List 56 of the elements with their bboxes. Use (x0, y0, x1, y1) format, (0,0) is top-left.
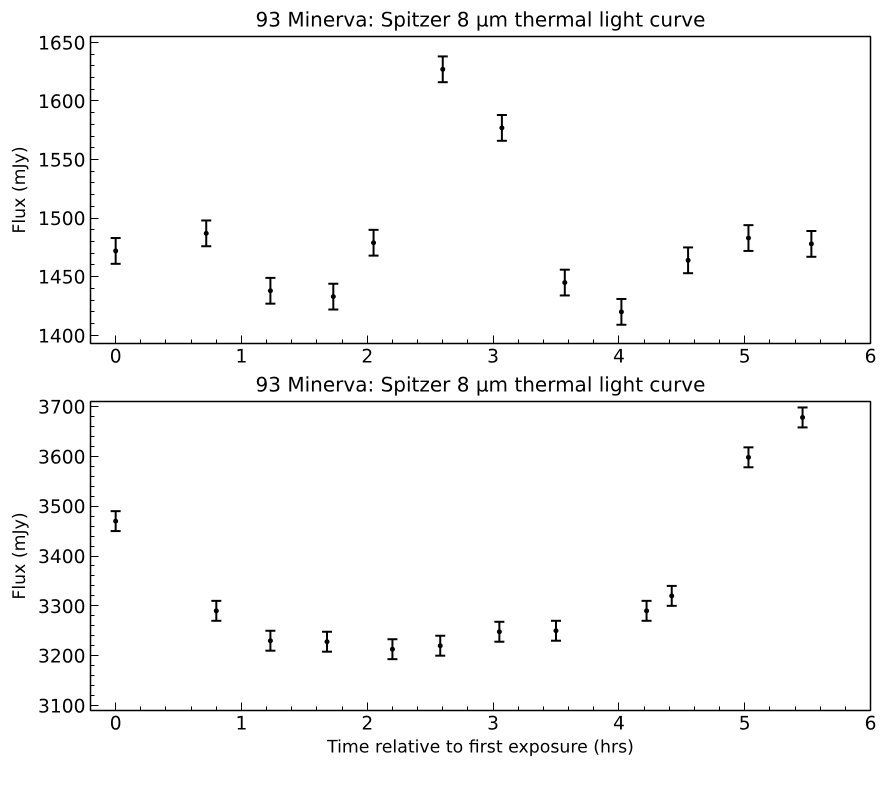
x-tick-label: 6 (864, 714, 876, 734)
point (808, 241, 814, 246)
point (113, 518, 118, 524)
y-tick-label: 3200 (38, 646, 86, 668)
point (644, 608, 650, 614)
point (746, 236, 751, 241)
point (330, 294, 336, 300)
point (686, 258, 691, 263)
x-tick-label: 5 (738, 714, 751, 734)
x-tick-label: 2 (361, 346, 374, 368)
y-tick-label: 1500 (38, 209, 86, 230)
x-axis-title: Time relative to first exposure (hrs) (326, 738, 634, 758)
x-tick-label: 3 (487, 346, 500, 368)
y-tick-label: 1650 (38, 33, 86, 54)
point (204, 230, 209, 236)
point (440, 66, 446, 72)
point (618, 309, 624, 314)
point (746, 454, 751, 460)
y-tick-label: 1600 (38, 92, 86, 113)
point (496, 629, 502, 634)
point (669, 593, 674, 598)
y-axis-title: Flux (mJy) (10, 146, 30, 234)
point (324, 639, 330, 644)
y-tick-label: 1450 (38, 268, 86, 289)
point (113, 248, 118, 254)
point (438, 643, 443, 648)
point (390, 646, 395, 652)
point (553, 628, 558, 634)
point (371, 240, 376, 246)
y-tick-label: 3600 (38, 447, 86, 468)
x-tick-label: 4 (612, 714, 625, 734)
point (268, 288, 273, 294)
y-tick-label: 1550 (38, 150, 86, 172)
x-tick-label: 4 (612, 346, 625, 368)
y-tick-label: 3700 (38, 397, 86, 418)
x-tick-label: 3 (487, 714, 500, 734)
chart-title: 93 Minerva: Spitzer 8 μm thermal light curve (256, 372, 706, 396)
y-tick-label: 3500 (38, 497, 86, 518)
point (800, 414, 806, 420)
y-tick-label: 3300 (38, 596, 86, 618)
x-tick-label: 6 (864, 346, 876, 368)
point (562, 280, 568, 286)
point (268, 638, 273, 644)
y-tick-label: 3100 (38, 696, 86, 718)
x-tick-label: 5 (738, 346, 751, 368)
point (214, 608, 219, 614)
x-tick-label: 1 (236, 714, 248, 734)
x-tick-label: 1 (236, 346, 248, 368)
chart-title: 93 Minerva: Spitzer 8 μm thermal light curve (256, 8, 706, 32)
point (499, 125, 504, 130)
y-axis-title: Flux (mJy) (10, 512, 30, 600)
x-tick-label: 0 (110, 714, 122, 734)
x-tick-label: 0 (110, 346, 122, 368)
y-tick-label: 3400 (38, 547, 86, 568)
x-tick-label: 2 (361, 714, 374, 734)
y-tick-label: 1400 (38, 326, 86, 348)
